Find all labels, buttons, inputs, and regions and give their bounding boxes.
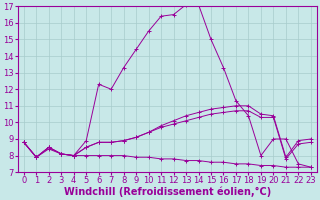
X-axis label: Windchill (Refroidissement éolien,°C): Windchill (Refroidissement éolien,°C) <box>64 187 271 197</box>
